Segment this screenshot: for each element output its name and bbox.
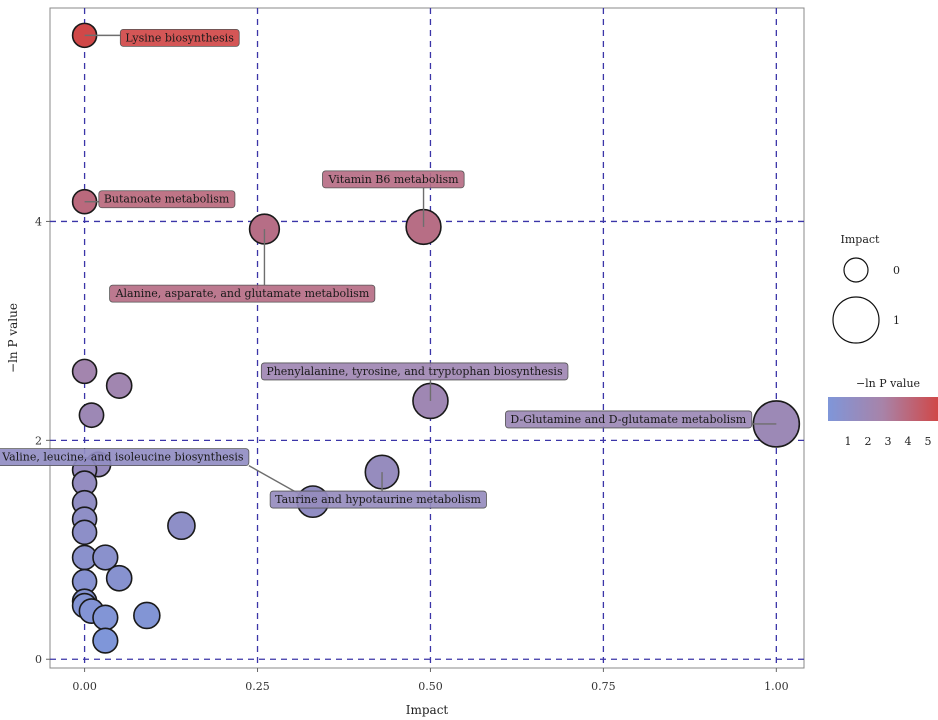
y-tick-label: 0 [35, 653, 42, 666]
x-tick-label: 0.00 [72, 680, 97, 693]
label-butanoate-metabolism: Butanoate metabolism [84, 190, 236, 209]
data-point [105, 564, 133, 592]
label-d-glutamine-and-d-glutamate-metabolism: D-Glutamine and D-glutamate metabolism [505, 410, 777, 429]
point-label-box [260, 362, 569, 381]
point-label-text: Phenylalanine, tyrosine, and tryptophan … [266, 365, 563, 378]
point-label-box [119, 28, 240, 47]
point-label-box [269, 490, 487, 509]
label-lysine-biosynthesis: Lysine biosynthesis [84, 28, 240, 47]
point-label-box [505, 410, 753, 429]
point-label-box [322, 170, 465, 189]
point-label-text: Butanoate metabolism [104, 193, 230, 206]
grid-lines [50, 8, 804, 668]
point-label-text: Taurine and hypotaurine metabolism [275, 493, 481, 506]
point-label-text: Valine, leucine, and isoleucine biosynth… [1, 451, 244, 464]
size-legend-label-large: 1 [893, 314, 900, 327]
label-alanine-asparate-and-glutamate-metabolism: Alanine, asparate, and glutamate metabol… [109, 229, 376, 303]
size-legend-label-small: 0 [893, 264, 900, 277]
y-tick-label: 2 [35, 434, 42, 447]
x-axis-title: Impact [406, 703, 449, 717]
color-legend-tick-1: 1 [845, 435, 852, 448]
data-point [71, 519, 98, 546]
label-vitamin-b6-metabolism: Vitamin B6 metabolism [322, 170, 465, 227]
color-legend-tick-5: 5 [925, 435, 932, 448]
y-tick-label: 4 [35, 215, 42, 228]
data-point [78, 402, 105, 429]
x-tick-label: 1.00 [764, 680, 789, 693]
x-tick-label: 0.50 [418, 680, 443, 693]
data-point [71, 358, 98, 385]
color-legend-title: −ln P value [856, 377, 920, 390]
data-point [92, 627, 119, 654]
label-taurine-and-hypotaurine-metabolism: Taurine and hypotaurine metabolism [269, 472, 487, 509]
color-legend-tick-2: 2 [865, 435, 872, 448]
color-legend-tick-3: 3 [885, 435, 892, 448]
data-point [92, 544, 119, 571]
point-label-text: Lysine biosynthesis [125, 31, 234, 44]
data-point [105, 372, 133, 399]
point-label-text: Alanine, asparate, and glutamate metabol… [115, 287, 370, 300]
plot-panel [49, 7, 805, 669]
size-legend-circle-small [843, 257, 869, 283]
point-label-box [0, 448, 250, 467]
data-point [167, 511, 196, 541]
data-point [133, 601, 161, 630]
color-legend-tick-4: 4 [905, 435, 912, 448]
color-legend-gradient-bar [828, 397, 938, 421]
x-tick-label: 0.25 [245, 680, 270, 693]
point-labels: Lysine biosynthesis Butanoate metabolism A… [0, 28, 777, 509]
point-label-text: D-Glutamine and D-glutamate metabolism [510, 413, 746, 426]
axes: 0.00 0.25 0.50 0.75 1.00 0 2 4 [35, 215, 789, 693]
label-phenylalanine-tyrosine-and-tryptophan-biosynthesis: Phenylalanine, tyrosine, and tryptophan … [260, 362, 569, 401]
x-tick-label: 0.75 [591, 680, 616, 693]
point-label-box [98, 190, 236, 209]
color-legend: −ln P value 1 2 3 4 5 [828, 377, 938, 448]
y-axis-title: −ln P value [6, 303, 20, 373]
data-point [92, 604, 119, 631]
size-legend: Impact 0 1 [832, 233, 900, 344]
size-legend-title: Impact [841, 233, 881, 246]
point-label-text: Vitamin B6 metabolism [328, 173, 460, 186]
point-label-box [109, 284, 376, 303]
size-legend-circle-large [832, 296, 880, 344]
